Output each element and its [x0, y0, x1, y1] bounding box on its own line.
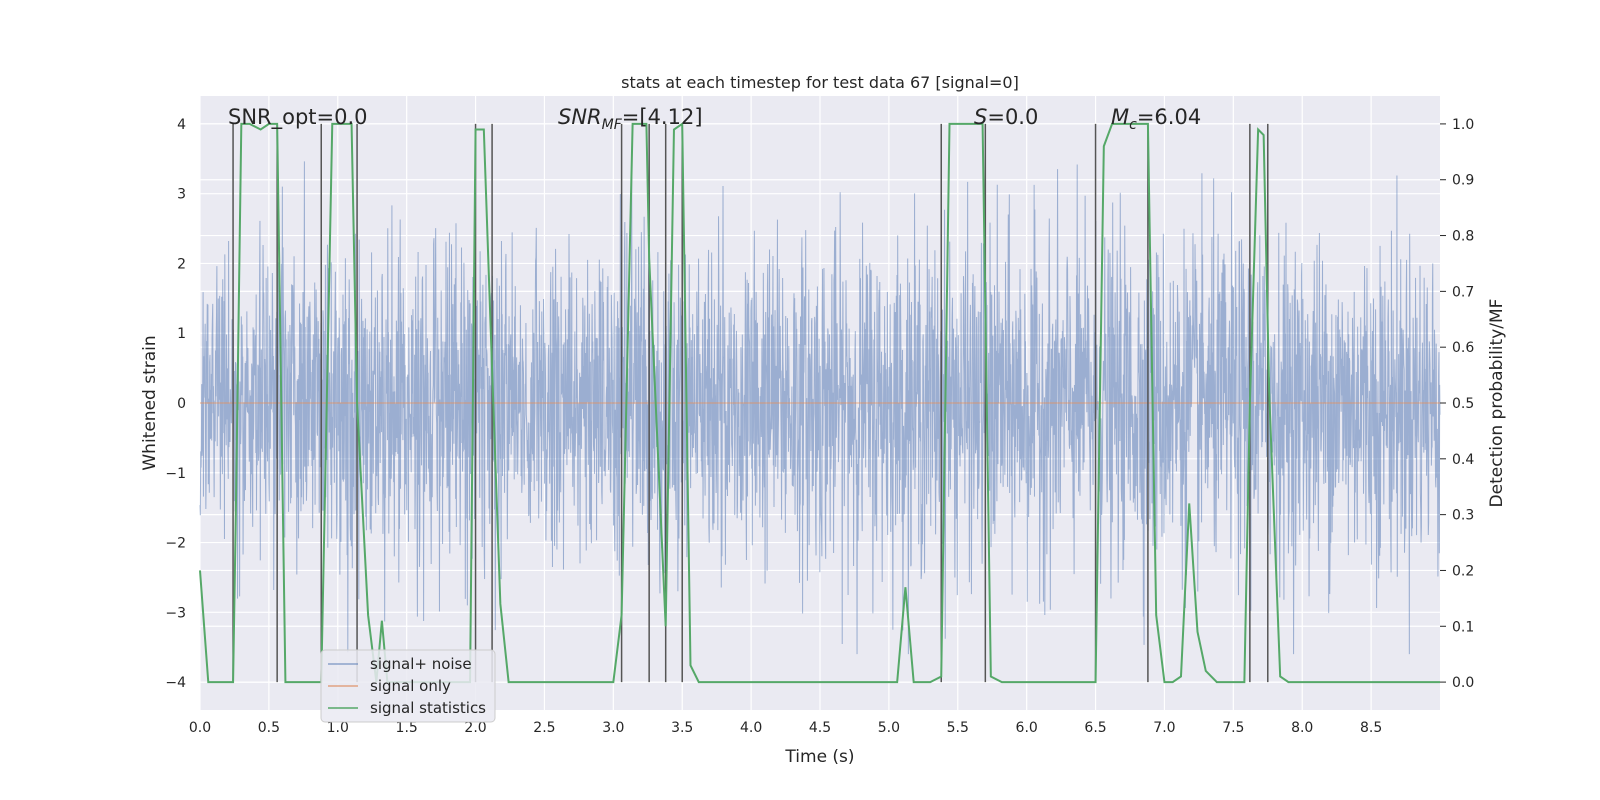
- tick-labels: 0.0 0.5 1.0 1.5 2.0 2.5 3.0 3.5 4.0 4.5 5.0 5.5 6.0 6…: [165, 117, 1474, 736]
- y-right-tick-label: 0.6: [1452, 340, 1474, 356]
- y-axis-label-left: Whitened strain: [140, 335, 160, 470]
- x-tick-label: 3.0: [602, 720, 624, 736]
- y-left-tick-label: 1: [177, 326, 186, 342]
- annotation-snr-opt: SNR_opt=0.0: [228, 105, 368, 130]
- signal-plus-noise-line: [199, 161, 1441, 655]
- chart-title: stats at each timestep for test data 67 …: [621, 73, 1019, 92]
- signal-statistics-series: [199, 122, 1440, 684]
- x-tick-label: 2.5: [533, 720, 555, 736]
- y-left-tick-label: −1: [165, 466, 186, 482]
- annotation-s-value: =0.0: [987, 105, 1038, 129]
- y-right-tick-label: 0.0: [1452, 675, 1474, 691]
- legend-box: [320, 649, 496, 723]
- y-left-tick-label: 4: [177, 117, 186, 133]
- y-left-tick-label: −3: [165, 605, 186, 621]
- x-tick-label: 7.0: [1153, 720, 1175, 736]
- x-tick-label: 1.0: [327, 720, 349, 736]
- y-axis-label-right: Detection probability/MF: [1487, 299, 1507, 508]
- x-tick-label: 5.5: [947, 720, 969, 736]
- y-left-tick-label: 2: [177, 256, 186, 272]
- vertical-lines: [232, 123, 1269, 683]
- x-tick-label: 4.0: [740, 720, 762, 736]
- y-right-tick-label: 0.5: [1452, 396, 1474, 412]
- y-left-tick-label: 3: [177, 187, 186, 203]
- x-tick-label: 5.0: [878, 720, 900, 736]
- x-tick-label: 2.0: [464, 720, 486, 736]
- signal-plus-noise-series: [199, 161, 1441, 655]
- annotation-snr-mf-value: =[4.12]: [622, 105, 703, 129]
- y-right-tick-label: 0.3: [1452, 508, 1474, 524]
- y-right-tick-label: 0.1: [1452, 619, 1474, 635]
- x-tick-label: 0.0: [189, 720, 211, 736]
- y-right-tick-label: 1.0: [1452, 117, 1474, 133]
- x-tick-label: 8.5: [1360, 720, 1382, 736]
- annotation-snr-mf: SNRMF=[4.12]: [558, 105, 703, 133]
- x-tick-label: 8.0: [1291, 720, 1313, 736]
- x-tick-label: 3.5: [671, 720, 693, 736]
- annotation-mc: Mc=6.04: [1111, 105, 1201, 133]
- legend-label-signal-noise: signal+ noise: [370, 655, 472, 673]
- y-right-tick-label: 0.9: [1452, 173, 1474, 189]
- y-left-tick-label: −4: [165, 675, 186, 691]
- y-right-tick-label: 0.4: [1452, 452, 1474, 468]
- x-tick-label: 1.5: [396, 720, 418, 736]
- y-right-tick-label: 0.7: [1452, 284, 1474, 300]
- x-tick-label: 4.5: [809, 720, 831, 736]
- annotation-s: S=0.0: [974, 105, 1038, 129]
- y-right-tick-label: 0.8: [1452, 229, 1474, 245]
- x-tick-label: 0.5: [258, 720, 280, 736]
- annotation-mc-value: =6.04: [1137, 105, 1201, 129]
- legend: signal+ noise signal only signal statist…: [320, 649, 496, 723]
- y-left-tick-label: 0: [177, 396, 186, 412]
- signal-statistics-line: [199, 122, 1440, 684]
- x-axis-label: Time (s): [784, 747, 854, 767]
- y-left-tick-label: −2: [165, 536, 186, 552]
- x-tick-label: 7.5: [1222, 720, 1244, 736]
- x-tick-label: 6.5: [1084, 720, 1106, 736]
- x-tick-label: 6.0: [1016, 720, 1038, 736]
- legend-label-signal-only: signal only: [370, 677, 451, 695]
- legend-label-signal-statistics: signal statistics: [370, 699, 486, 717]
- y-right-tick-label: 0.2: [1452, 563, 1474, 579]
